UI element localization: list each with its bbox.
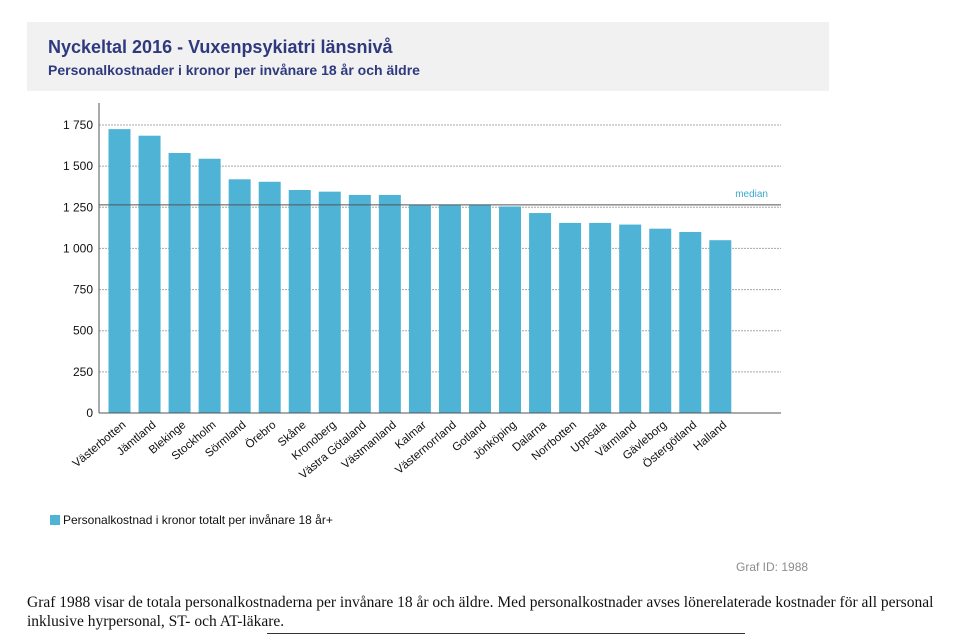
legend: Personalkostnad i kronor totalt per invå… [50,513,333,527]
y-tick-label: 750 [73,283,93,297]
bar [318,191,341,413]
bar [709,240,732,413]
bar [228,179,251,413]
median-label: median [735,189,768,200]
bar [529,213,552,413]
legend-label: Personalkostnad i kronor totalt per invå… [63,513,333,527]
bar [348,194,371,413]
bar [499,206,522,413]
y-tick-label: 0 [86,406,93,420]
y-tick-label: 1 250 [63,200,93,214]
y-tick-label: 1 750 [63,118,93,132]
bar [108,129,131,413]
y-tick-label: 1 500 [63,159,93,173]
bars [108,129,732,413]
bar [408,204,431,413]
y-tick-label: 250 [73,365,93,379]
x-tick-label: Halland [692,419,730,453]
chart-header: Nyckeltal 2016 - Vuxenpsykiatri länsnivå… [27,22,829,91]
axes [98,103,781,414]
legend-swatch [50,515,60,525]
bar [619,224,642,413]
description-text: Graf 1988 visar de totala personalkostna… [27,594,934,630]
bar [559,222,582,413]
x-tick-label: Örebro [243,419,278,451]
bar [138,135,161,413]
bar [468,204,491,413]
y-tick-label: 1 000 [63,241,93,255]
bar [378,194,401,413]
bar [589,222,612,413]
bar [288,190,311,413]
x-tick-label: Västmanland [340,419,399,471]
graph-id: Graf ID: 1988 [736,560,809,574]
bar [168,152,191,413]
chart-subtitle: Personalkostnader i kronor per invånare … [48,62,420,78]
bar [258,181,281,413]
chart-title: Nyckeltal 2016 - Vuxenpsykiatri länsnivå [48,37,393,57]
divider [267,633,745,634]
x-tick-label: Östergötland [641,419,699,471]
bar [679,231,702,413]
bar [649,228,672,413]
y-tick-label: 500 [73,324,93,338]
bar [198,158,221,413]
bar [438,204,461,413]
